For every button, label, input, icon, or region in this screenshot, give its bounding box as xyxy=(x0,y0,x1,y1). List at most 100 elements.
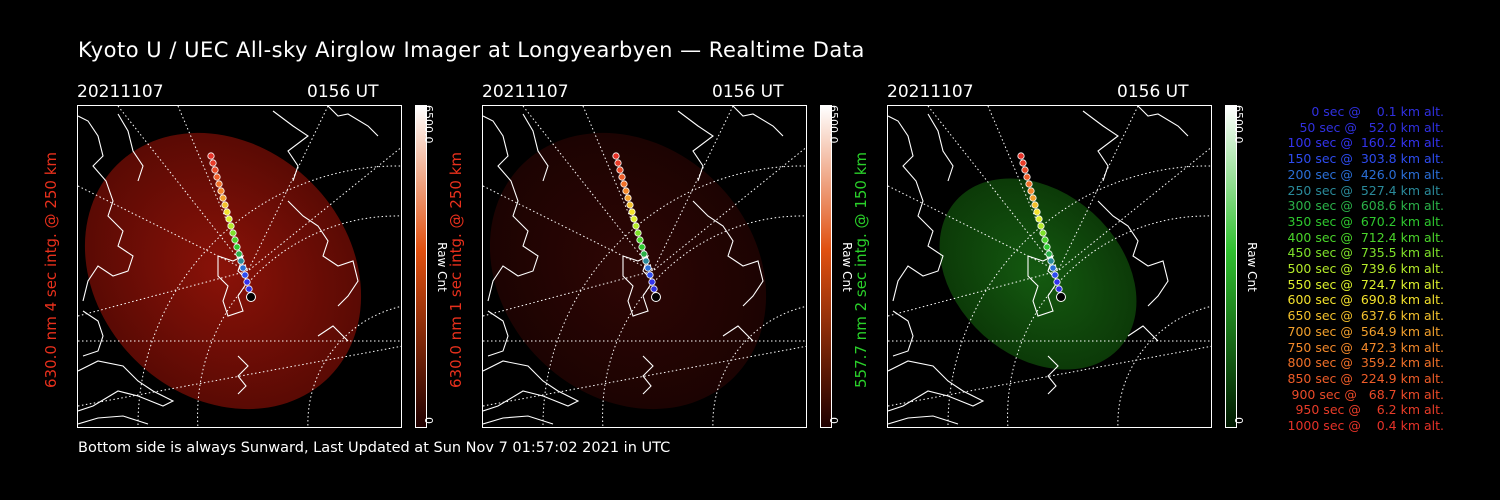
lat-lon-gridline xyxy=(197,215,401,427)
airglow-image xyxy=(84,132,362,410)
allsky-image xyxy=(482,105,807,428)
colorbar-unit-label: Raw Cnt xyxy=(1245,242,1259,292)
trajectory-point xyxy=(1045,250,1053,258)
trajectory-point xyxy=(644,264,652,272)
legend-row: 650 sec @ 637.6 km alt. xyxy=(1283,308,1445,324)
coastline xyxy=(237,355,249,395)
panel-ylabel: 557.7 nm 2 sec intg. @ 150 km xyxy=(852,151,870,389)
colorbar-min-label: 0 xyxy=(1232,417,1245,424)
legend-row: 100 sec @ 160.2 km alt. xyxy=(1283,135,1445,151)
allsky-map-svg xyxy=(888,106,1211,427)
lat-lon-gridline xyxy=(1057,106,1139,272)
coastline xyxy=(78,415,149,425)
legend-row: 350 sec @ 670.2 km alt. xyxy=(1283,213,1445,229)
lat-lon-gridline xyxy=(712,305,806,427)
lat-lon-gridline xyxy=(602,215,806,427)
coastline xyxy=(1127,325,1159,342)
lat-lon-gridline xyxy=(307,305,401,427)
trajectory-point xyxy=(640,250,648,258)
trajectory-point xyxy=(211,166,219,174)
lat-lon-gridline xyxy=(117,106,249,272)
lat-lon-gridline xyxy=(247,106,329,272)
panel-630nm-1sec: 20211107 0156 UT 630.0 nm 1 sec intg. @ … xyxy=(447,80,902,430)
trajectory-point xyxy=(209,159,217,167)
launch-site-marker xyxy=(246,292,256,302)
trajectory-point xyxy=(612,152,620,160)
legend-row: 800 sec @ 359.2 km alt. xyxy=(1283,355,1445,371)
panel-ylabel: 630.0 nm 1 sec intg. @ 250 km xyxy=(447,151,465,389)
colorbar xyxy=(415,105,427,428)
colorbar xyxy=(820,105,832,428)
coastline xyxy=(1082,110,1119,182)
trajectory-point xyxy=(237,257,245,265)
lat-lon-gridline xyxy=(652,146,806,272)
trajectory-point xyxy=(1039,229,1047,237)
panel-time: 0156 UT xyxy=(307,82,379,102)
launch-site-marker xyxy=(1056,292,1066,302)
trajectory-point xyxy=(231,236,239,244)
trajectory-point xyxy=(624,194,632,202)
trajectory-point xyxy=(622,187,630,195)
lat-lon-gridline xyxy=(888,345,1211,407)
panel-630nm-4sec: 20211107 0156 UT 630.0 nm 4 sec intg. @ … xyxy=(42,80,497,430)
trajectory-point xyxy=(620,180,628,188)
colorbar-max-label: 6500.0 xyxy=(1232,105,1245,144)
trajectory-point xyxy=(614,159,622,167)
coastline xyxy=(927,113,954,182)
coastline xyxy=(78,115,134,302)
colorbar-min-label: 0 xyxy=(827,417,840,424)
trajectory-point xyxy=(227,222,235,230)
coastline xyxy=(692,200,764,307)
coastline xyxy=(317,325,349,342)
legend-row: 900 sec @ 68.7 km alt. xyxy=(1287,386,1444,402)
trajectory-point xyxy=(219,194,227,202)
panel-time: 0156 UT xyxy=(712,82,784,102)
panel-ylabel: 630.0 nm 4 sec intg. @ 250 km xyxy=(42,151,60,389)
trajectory-point xyxy=(233,243,241,251)
trajectory-point xyxy=(1037,222,1045,230)
coastline xyxy=(888,360,985,412)
trajectory-point xyxy=(632,222,640,230)
trajectory-point xyxy=(1053,278,1061,286)
lat-lon-gridline xyxy=(78,345,401,407)
coastline xyxy=(117,113,144,182)
coastline xyxy=(217,254,249,317)
lat-lon-gridline xyxy=(652,106,734,272)
trajectory-point xyxy=(630,215,638,223)
trajectory-point xyxy=(626,201,634,209)
panel-557nm-2sec: 20211107 0156 UT 557.7 nm 2 sec intg. @ … xyxy=(852,80,1307,430)
footer-note: Bottom side is always Sunward, Last Upda… xyxy=(78,440,671,456)
trajectory-point xyxy=(213,173,221,181)
trajectory-point xyxy=(221,201,229,209)
colorbar xyxy=(1225,105,1237,428)
legend-row: 200 sec @ 426.0 km alt. xyxy=(1283,166,1445,182)
trajectory-point xyxy=(634,229,642,237)
trajectory-point xyxy=(1043,243,1051,251)
legend-row: 50 sec @ 52.0 km alt. xyxy=(1291,119,1444,135)
coastline xyxy=(483,360,580,412)
coastline xyxy=(1027,254,1059,317)
trajectory-point xyxy=(1021,166,1029,174)
trajectory-point xyxy=(207,152,215,160)
coastline xyxy=(722,325,754,342)
coastline xyxy=(483,115,539,302)
coastline xyxy=(522,113,549,182)
lat-lon-gridline xyxy=(927,106,1059,272)
colorbar-min-label: 0 xyxy=(422,417,435,424)
coastline xyxy=(732,106,784,137)
allsky-image xyxy=(887,105,1212,428)
trajectory-point xyxy=(215,180,223,188)
trajectory-point xyxy=(1017,152,1025,160)
trajectory-point xyxy=(648,278,656,286)
coastline xyxy=(888,415,959,425)
trajectory-point xyxy=(1019,159,1027,167)
trajectory-point xyxy=(1051,271,1059,279)
allsky-map-svg xyxy=(483,106,806,427)
legend-row: 400 sec @ 712.4 km alt. xyxy=(1283,229,1445,245)
lat-lon-gridline xyxy=(1057,146,1211,272)
trajectory-point xyxy=(1029,194,1037,202)
trajectory-point xyxy=(618,173,626,181)
panel-date: 20211107 xyxy=(77,82,164,102)
trajectory-point xyxy=(1035,215,1043,223)
coastline xyxy=(642,355,654,395)
